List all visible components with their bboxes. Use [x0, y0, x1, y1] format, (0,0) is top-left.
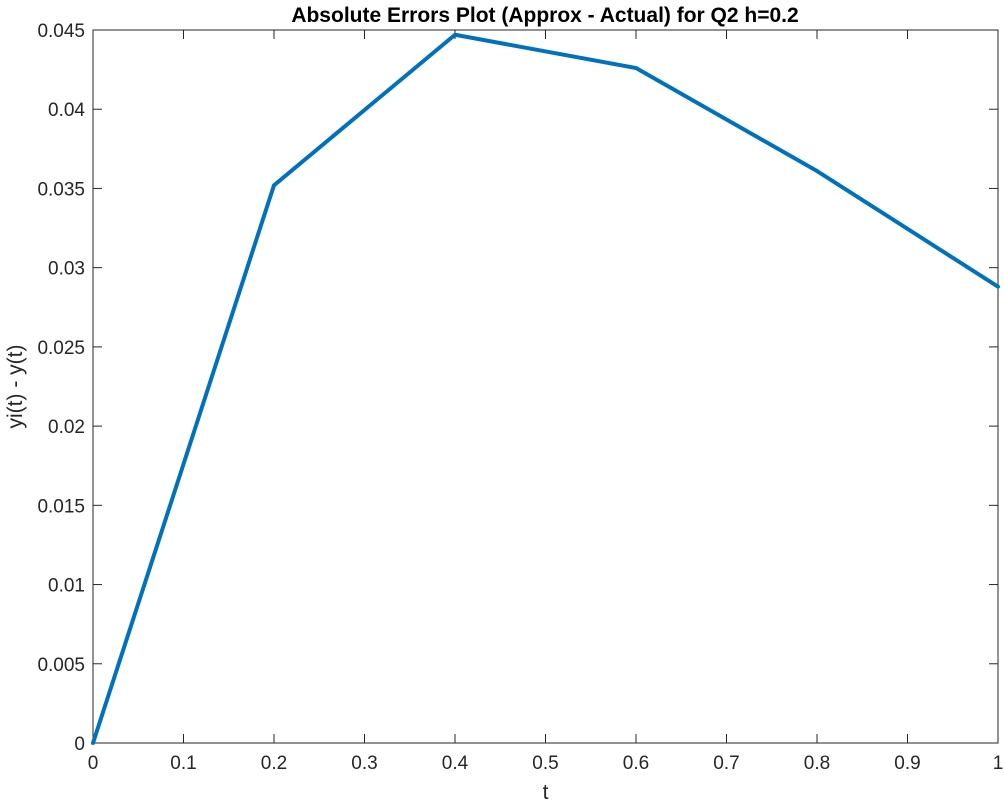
y-tick-label: 0.005 [37, 655, 85, 676]
x-tick-label: 0.5 [532, 753, 558, 774]
y-tick-label: 0.03 [48, 259, 85, 280]
y-tick-label: 0.015 [37, 496, 85, 517]
x-tick-labels: 0 0.1 0.2 0.3 0.4 0.5 0.6 0.7 0.8 0.9 1 [88, 753, 1004, 774]
x-tick-label: 0.8 [804, 753, 830, 774]
y-tick-label: 0.01 [48, 576, 85, 597]
plot-area [92, 29, 999, 744]
x-tick-label: 0.7 [713, 753, 739, 774]
y-axis-label: yi(t) - y(t) [4, 345, 27, 429]
axis-ticks [92, 29, 999, 744]
x-tick-label: 0.6 [623, 753, 649, 774]
y-tick-label: 0 [74, 734, 85, 755]
y-tick-label: 0.025 [37, 338, 85, 359]
x-tick-label: 0.4 [442, 753, 469, 774]
chart-title: Absolute Errors Plot (Approx - Actual) f… [291, 4, 798, 27]
y-tick-label: 0.02 [48, 417, 85, 438]
x-tick-label: 0 [88, 753, 99, 774]
series-line [91, 32, 1000, 745]
x-tick-label: 1 [993, 753, 1004, 774]
y-tick-labels: 0 0.005 0.01 0.015 0.02 0.025 0.03 0.035 0.04 0.0… [37, 21, 85, 755]
x-tick-label: 0.2 [261, 753, 287, 774]
y-tick-label: 0.035 [37, 179, 85, 200]
x-tick-label: 0.9 [894, 753, 920, 774]
x-tick-label: 0.1 [170, 753, 196, 774]
series-layer [91, 32, 1000, 745]
y-tick-label: 0.04 [48, 100, 85, 121]
x-tick-label: 0.3 [351, 753, 377, 774]
x-axis-label: t [543, 781, 549, 804]
y-tick-label: 0.045 [37, 21, 85, 42]
